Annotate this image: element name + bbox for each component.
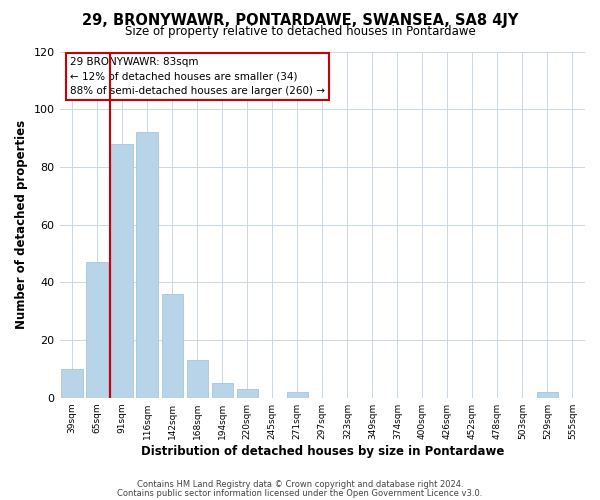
Bar — [187, 360, 208, 398]
Bar — [86, 262, 108, 398]
Bar — [136, 132, 158, 398]
Text: Size of property relative to detached houses in Pontardawe: Size of property relative to detached ho… — [125, 25, 475, 38]
Bar — [236, 389, 258, 398]
Text: Contains HM Land Registry data © Crown copyright and database right 2024.: Contains HM Land Registry data © Crown c… — [137, 480, 463, 489]
Bar — [61, 369, 83, 398]
Bar — [161, 294, 183, 398]
Y-axis label: Number of detached properties: Number of detached properties — [15, 120, 28, 329]
Bar — [212, 384, 233, 398]
Text: Contains public sector information licensed under the Open Government Licence v3: Contains public sector information licen… — [118, 488, 482, 498]
X-axis label: Distribution of detached houses by size in Pontardawe: Distribution of detached houses by size … — [140, 444, 504, 458]
Text: 29 BRONYWAWR: 83sqm
← 12% of detached houses are smaller (34)
88% of semi-detach: 29 BRONYWAWR: 83sqm ← 12% of detached ho… — [70, 56, 325, 96]
Bar — [537, 392, 558, 398]
Text: 29, BRONYWAWR, PONTARDAWE, SWANSEA, SA8 4JY: 29, BRONYWAWR, PONTARDAWE, SWANSEA, SA8 … — [82, 12, 518, 28]
Bar — [287, 392, 308, 398]
Bar — [112, 144, 133, 398]
